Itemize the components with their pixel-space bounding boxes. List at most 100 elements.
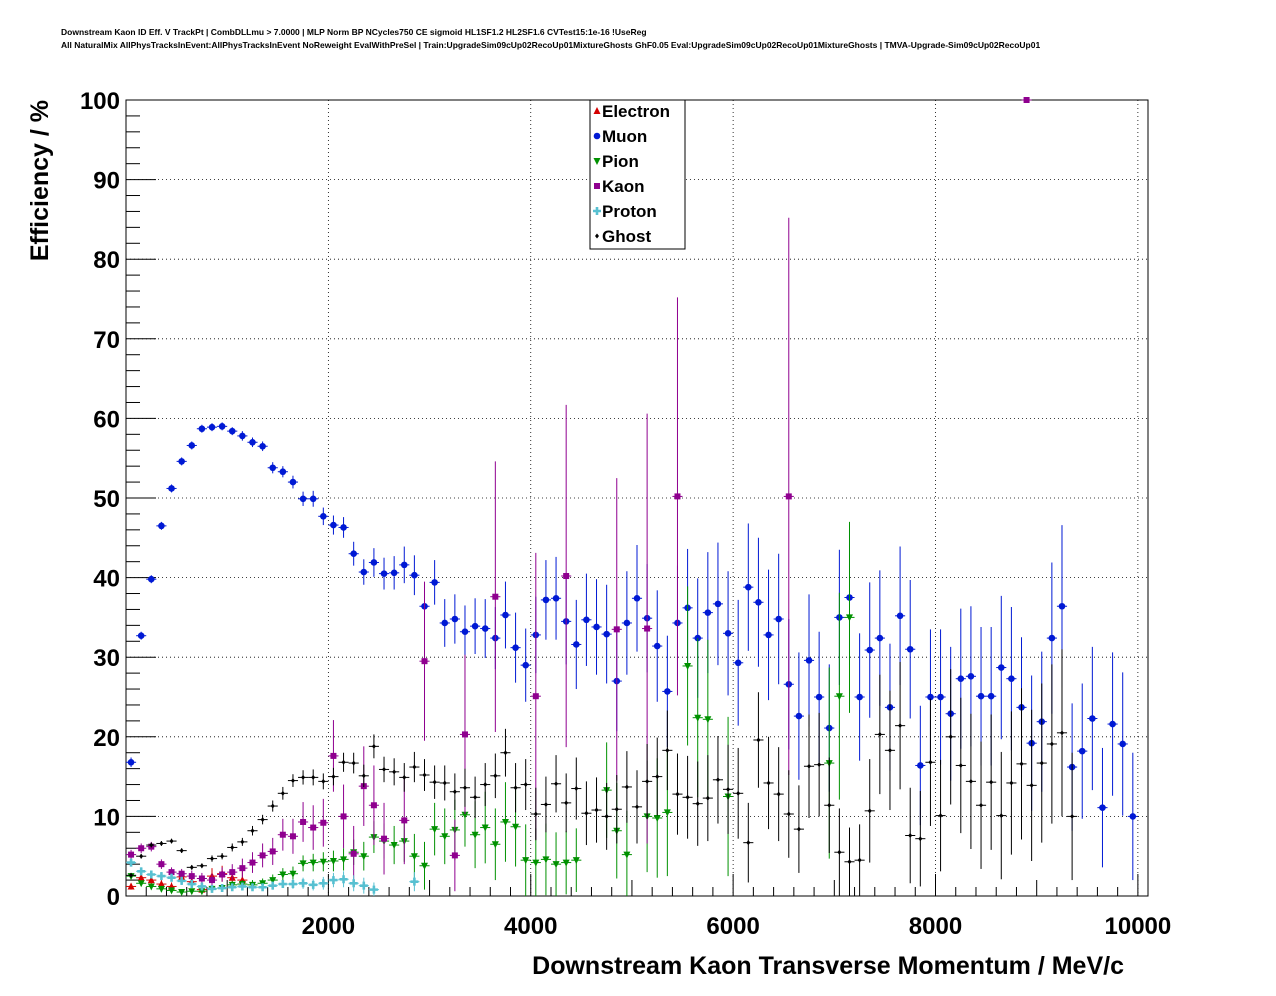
data-point <box>957 675 965 682</box>
pion-series <box>126 521 855 897</box>
data-point <box>572 857 580 865</box>
data-point <box>300 818 307 825</box>
data-point <box>219 871 226 878</box>
data-point <box>158 522 165 530</box>
data-point <box>441 833 449 841</box>
data-point <box>746 840 751 846</box>
legend-marker <box>593 132 601 140</box>
data-point <box>461 811 469 819</box>
data-point <box>827 802 832 808</box>
data-point <box>997 664 1005 671</box>
data-point <box>412 764 417 770</box>
data-point <box>664 688 671 695</box>
data-point <box>250 828 255 834</box>
data-point <box>644 625 651 632</box>
data-point <box>471 831 479 839</box>
data-point <box>410 853 418 861</box>
data-point <box>208 423 216 431</box>
y-tick-label: 50 <box>93 486 120 513</box>
data-point <box>613 626 620 633</box>
data-point <box>866 646 874 654</box>
data-point <box>877 731 882 737</box>
data-point <box>400 561 408 569</box>
data-point <box>137 632 145 640</box>
data-point <box>178 889 186 897</box>
data-point <box>228 883 237 892</box>
data-point <box>229 869 236 876</box>
data-point <box>653 814 661 822</box>
legend-label: Proton <box>602 202 657 221</box>
data-point <box>543 801 548 807</box>
data-point <box>390 842 398 850</box>
legend-label: Electron <box>602 102 670 121</box>
data-point <box>329 876 338 885</box>
data-point <box>584 810 589 816</box>
data-point <box>330 521 337 529</box>
data-point <box>371 743 376 749</box>
data-point <box>189 864 194 870</box>
data-point <box>776 791 781 797</box>
data-point <box>218 423 226 430</box>
data-point <box>351 760 356 766</box>
data-point <box>1009 780 1014 786</box>
data-point <box>736 790 741 796</box>
data-point <box>147 876 155 884</box>
data-point <box>685 794 690 800</box>
chart-title-line-1: Downstream Kaon ID Eff. V TrackPt | Comb… <box>61 27 647 37</box>
y-tick-label: 10 <box>93 804 120 831</box>
data-point <box>684 662 692 670</box>
data-point <box>127 758 135 766</box>
data-point <box>765 631 772 639</box>
data-point <box>593 623 600 631</box>
y-tick-label: 40 <box>93 566 120 593</box>
data-point <box>856 693 863 701</box>
data-point <box>502 611 509 619</box>
data-point <box>441 619 449 627</box>
data-point <box>906 645 914 653</box>
data-point <box>390 569 398 577</box>
data-point <box>603 630 610 638</box>
data-point <box>917 762 924 769</box>
data-point <box>381 835 388 842</box>
ghost-series <box>126 649 1078 896</box>
data-point <box>653 642 661 650</box>
data-point <box>755 598 762 606</box>
data-point <box>1119 740 1127 748</box>
y-tick-label: 0 <box>107 884 120 911</box>
data-point <box>501 818 509 826</box>
proton-series <box>126 858 420 896</box>
data-point <box>623 851 631 859</box>
data-point <box>532 693 539 700</box>
data-point <box>451 615 459 623</box>
x-tick-label: 2000 <box>302 913 355 940</box>
muon-series <box>126 422 1138 881</box>
data-point <box>147 883 155 891</box>
data-point <box>513 785 518 791</box>
data-point <box>481 824 489 832</box>
data-point <box>270 803 275 809</box>
legend-box <box>589 99 686 250</box>
data-point <box>1049 741 1054 747</box>
data-point <box>805 657 813 664</box>
data-point <box>675 791 680 797</box>
data-point <box>979 802 984 808</box>
data-point <box>876 634 884 642</box>
data-point <box>756 737 761 743</box>
data-point <box>564 800 569 806</box>
data-point <box>279 871 287 879</box>
data-point <box>523 782 528 788</box>
data-point <box>149 842 154 848</box>
legend-label: Ghost <box>602 227 651 246</box>
data-point <box>309 495 317 503</box>
data-point <box>411 571 418 579</box>
axis-layer: 2000 4000 6000 8000 10000 0 10 20 30 40 50 60 70 80 90… <box>80 88 1171 940</box>
data-point <box>594 807 599 813</box>
data-point <box>432 779 437 785</box>
data-point <box>522 857 530 865</box>
data-point <box>796 826 801 832</box>
legend-marker <box>593 158 601 165</box>
data-point <box>695 801 700 807</box>
data-point <box>512 823 520 831</box>
data-point <box>989 779 994 785</box>
